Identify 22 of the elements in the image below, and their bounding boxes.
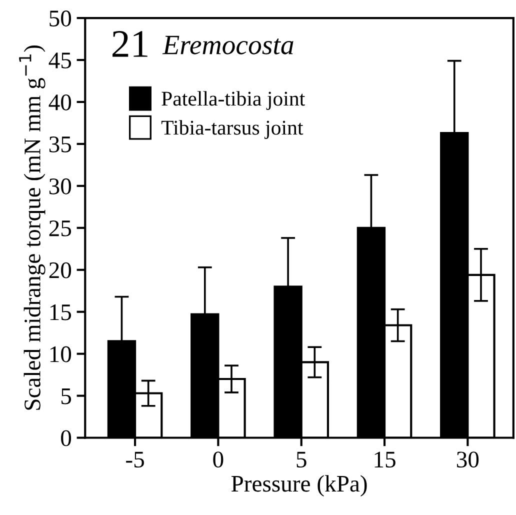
x-tick-label: -5 xyxy=(126,452,144,468)
chart-title: 21 xyxy=(112,31,148,57)
y-tick-label: 50 xyxy=(50,10,72,26)
x-tick-label: 15 xyxy=(374,452,396,468)
chart-subtitle: Eremocosta xyxy=(162,36,294,54)
y-tick-label: 5 xyxy=(62,388,72,404)
x-tick-label: 0 xyxy=(213,452,224,468)
y-tick-label: 15 xyxy=(50,304,72,320)
y-tick-label: 20 xyxy=(49,262,72,278)
y-tick-label: 45 xyxy=(48,52,72,68)
y-tick-label: 10 xyxy=(50,346,72,362)
y-tick-label: 35 xyxy=(49,136,72,152)
y-axis-title: Scaled midrange torque (mN mm g$^{−1}$) xyxy=(19,46,46,410)
x-tick-label: 30 xyxy=(457,452,479,468)
x-tick-label: 5 xyxy=(296,452,306,468)
y-tick-label: 0 xyxy=(61,430,72,446)
legend-label: Patella-tibia joint xyxy=(162,91,306,110)
legend-label: Tibia-tarsus joint xyxy=(161,120,304,139)
y-tick-label: 25 xyxy=(49,220,72,236)
y-tick-label: 30 xyxy=(49,178,72,194)
y-tick-label: 40 xyxy=(48,94,72,110)
x-axis-title: Pressure (kPa) xyxy=(231,475,367,497)
